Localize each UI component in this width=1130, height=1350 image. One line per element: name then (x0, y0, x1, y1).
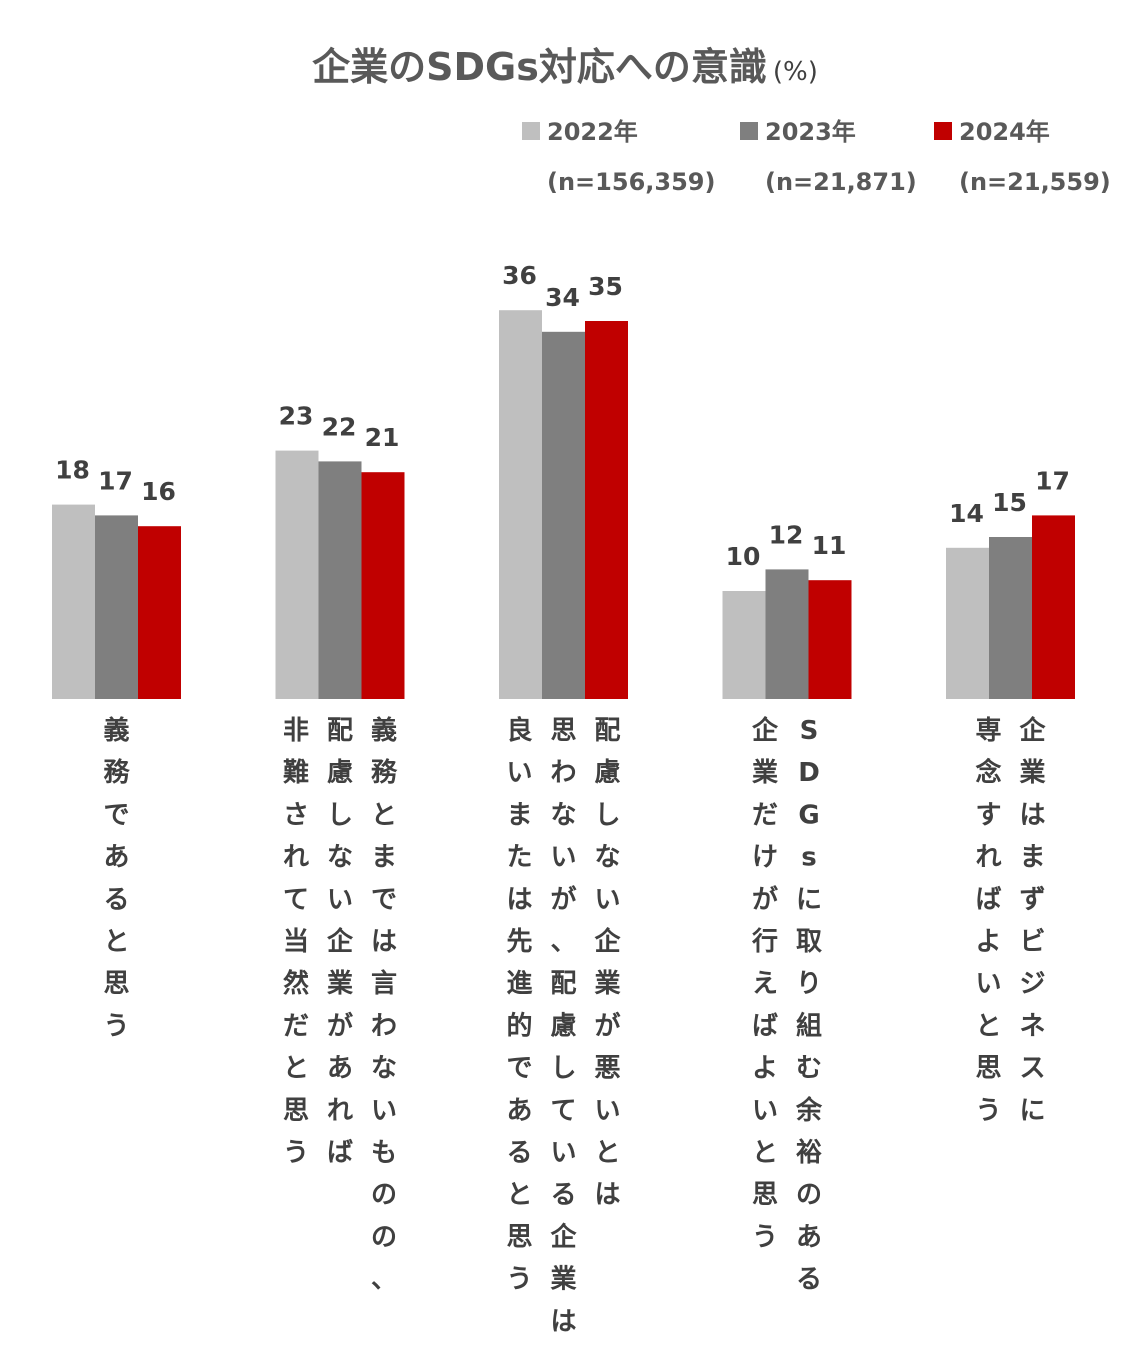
legend-item-1: 2023年 (n=21,871) (740, 118, 917, 196)
category-label-line: 企業はまずビジネスに (1019, 715, 1046, 1126)
category-label-line: 良いまたは先進的であると思う (506, 715, 532, 1295)
legend-swatch (522, 122, 540, 140)
data-label-1-1: 22 (322, 412, 357, 441)
bar-4-1 (989, 537, 1032, 699)
category-label-2: 配慮しない企業が悪いとは思わないが、配慮している企業は良いまたは先進的であると思… (506, 715, 621, 1337)
chart-title: 企業のSDGs対応への意識 (%) (312, 45, 818, 89)
data-label-0-1: 17 (98, 466, 133, 495)
bar-1-2 (361, 472, 405, 699)
bar-4-0 (946, 547, 989, 699)
bar-3-0 (722, 591, 766, 699)
legend-label: 2024年 (959, 118, 1050, 146)
data-labels: 18 17 16 23 22 21 36 34 35 10 12 11 14 15 17 (55, 261, 1070, 571)
legend-swatch (740, 122, 758, 140)
data-label-4-2: 17 (1035, 466, 1070, 495)
bar-3-2 (808, 580, 852, 699)
chart-title-text: 企業のSDGs対応への意識 (312, 45, 767, 89)
category-label-line: 義務であると思う (103, 716, 130, 1041)
legend-label: 2022年 (547, 118, 638, 146)
chart-title-group: 企業のSDGs対応への意識 (%) (312, 45, 818, 89)
data-label-0-0: 18 (55, 456, 90, 485)
legend-sample-size: (n=21,871) (765, 168, 917, 196)
category-labels: 義務であると思う 義務とまでは言わないものの、配慮しない企業があれば非難されて当然… (103, 715, 1046, 1337)
data-label-0-2: 16 (141, 477, 176, 506)
legend-swatch (934, 122, 952, 140)
data-label-3-1: 12 (769, 520, 804, 549)
bar-3-1 (765, 569, 809, 699)
data-label-4-0: 14 (949, 499, 984, 528)
bar-0-1 (95, 515, 138, 699)
data-label-2-1: 34 (545, 283, 580, 312)
category-label-0: 義務であると思う (103, 716, 130, 1041)
bar-2-0 (499, 310, 542, 699)
category-label-line: 非難されて当然だと思う (283, 716, 309, 1168)
bar-0-2 (138, 526, 181, 699)
legend: 2022年 (n=156,359) 2023年 (n=21,871) 2024年 (n=2… (522, 118, 1111, 196)
bar-1-1 (318, 461, 362, 699)
bar-1-0 (275, 450, 319, 699)
data-label-1-0: 23 (279, 402, 314, 431)
data-label-4-1: 15 (992, 488, 1027, 517)
category-label-line: 配慮しない企業があれば (327, 716, 354, 1168)
chart-title-unit: (%) (773, 57, 818, 87)
bar-2-2 (585, 321, 628, 699)
legend-sample-size: (n=21,559) (959, 168, 1111, 196)
data-label-1-2: 21 (365, 423, 400, 452)
data-label-3-2: 11 (812, 531, 847, 560)
legend-label: 2023年 (765, 118, 856, 146)
category-label-line: 企業だけが行えばよいと思う (751, 715, 779, 1252)
bar-2-1 (542, 331, 585, 699)
category-label-line: 配慮しない企業が悪いとは (594, 716, 621, 1210)
bar-0-0 (52, 504, 95, 699)
data-label-3-0: 10 (726, 542, 761, 571)
legend-item-2: 2024年 (n=21,559) (934, 118, 1111, 196)
legend-item-0: 2022年 (n=156,359) (522, 118, 715, 196)
data-label-2-0: 36 (502, 261, 537, 290)
category-label-line: 義務とまでは言わないものの、 (371, 716, 398, 1295)
category-label-line: 思わないが、配慮している企業は (550, 716, 577, 1337)
bars (52, 310, 1075, 699)
data-label-2-2: 35 (588, 272, 623, 301)
category-label-line: 専念すればよいと思う (975, 716, 1001, 1126)
bar-4-2 (1032, 515, 1075, 699)
legend-sample-size: (n=156,359) (547, 168, 715, 196)
